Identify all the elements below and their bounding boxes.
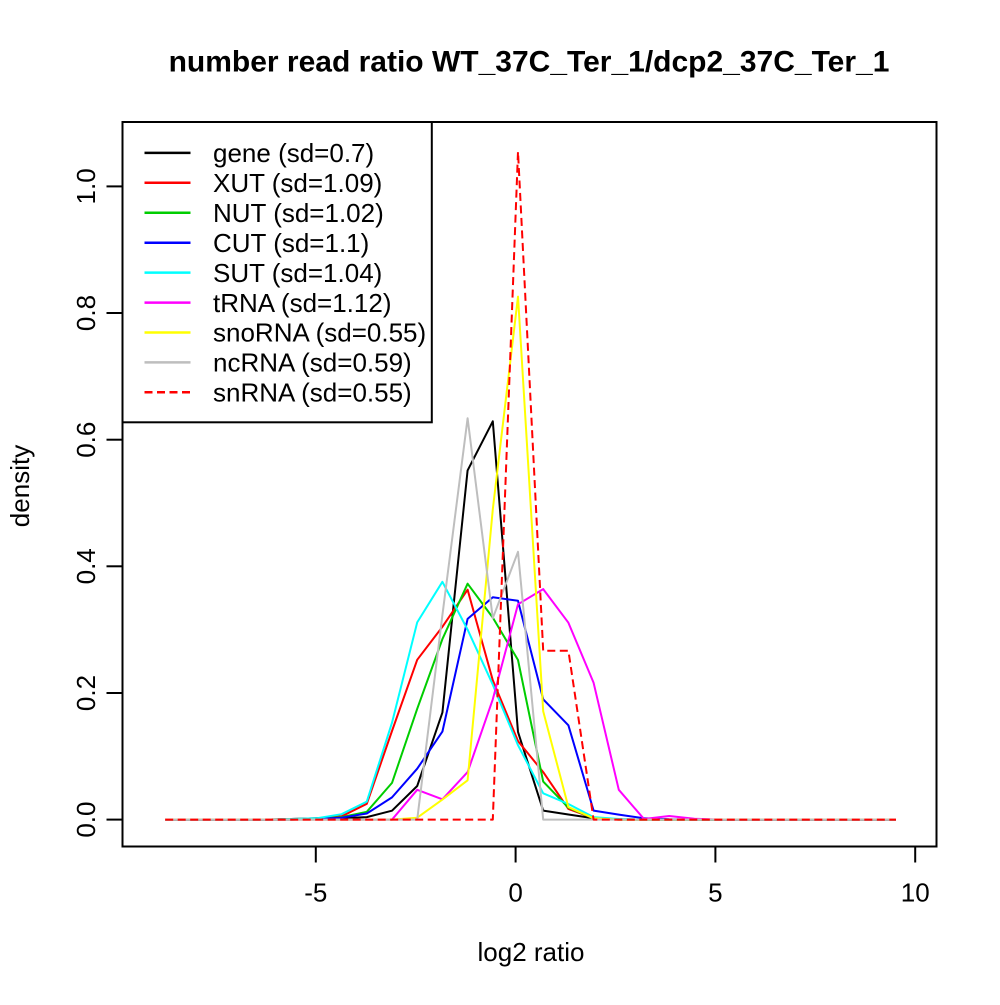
svg-text:0.8: 0.8 [71, 295, 101, 331]
svg-text:density: density [5, 445, 35, 527]
svg-text:ncRNA (sd=0.59): ncRNA (sd=0.59) [213, 348, 412, 378]
svg-text:10: 10 [901, 878, 930, 908]
svg-text:SUT (sd=1.04): SUT (sd=1.04) [213, 258, 382, 288]
svg-text:gene (sd=0.7): gene (sd=0.7) [213, 138, 374, 168]
svg-text:XUT (sd=1.09): XUT (sd=1.09) [213, 168, 382, 198]
svg-text:-5: -5 [304, 878, 327, 908]
svg-text:5: 5 [708, 878, 722, 908]
svg-text:snoRNA (sd=0.55): snoRNA (sd=0.55) [213, 318, 426, 348]
svg-text:tRNA (sd=1.12): tRNA (sd=1.12) [213, 288, 391, 318]
svg-text:number read ratio WT_37C_Ter_1: number read ratio WT_37C_Ter_1/dcp2_37C_… [169, 46, 890, 79]
svg-text:1.0: 1.0 [71, 168, 101, 204]
svg-text:0: 0 [508, 878, 522, 908]
svg-text:0.6: 0.6 [71, 422, 101, 458]
svg-text:0.4: 0.4 [71, 548, 101, 584]
svg-text:log2 ratio: log2 ratio [478, 937, 585, 967]
svg-text:CUT (sd=1.1): CUT (sd=1.1) [213, 228, 369, 258]
svg-text:NUT (sd=1.02): NUT (sd=1.02) [213, 198, 384, 228]
svg-text:snRNA (sd=0.55): snRNA (sd=0.55) [213, 378, 412, 408]
svg-text:0.2: 0.2 [71, 675, 101, 711]
svg-text:0.0: 0.0 [71, 802, 101, 838]
